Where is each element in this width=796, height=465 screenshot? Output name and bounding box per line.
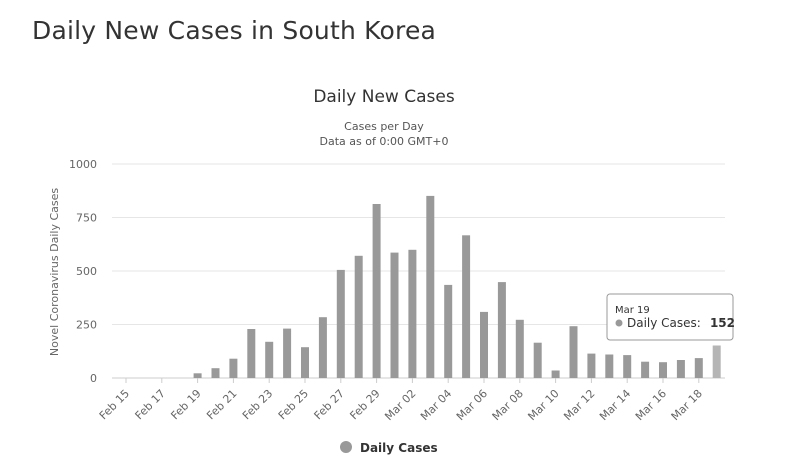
x-tick-label: Feb 27 bbox=[312, 387, 347, 422]
x-tick-label: Mar 12 bbox=[561, 387, 597, 423]
legend-marker bbox=[340, 441, 352, 453]
bar[interactable] bbox=[497, 282, 506, 378]
bar[interactable] bbox=[712, 345, 721, 379]
bar[interactable] bbox=[676, 360, 685, 378]
bar[interactable] bbox=[229, 358, 238, 378]
legend[interactable]: Daily Cases bbox=[340, 441, 438, 455]
bar[interactable] bbox=[247, 329, 256, 378]
bar[interactable] bbox=[462, 235, 471, 378]
x-axis-ticks: Feb 15 Feb 17 Feb 19 Feb 21 Feb 23 Feb 25 Feb … bbox=[97, 378, 705, 423]
bar[interactable] bbox=[515, 319, 524, 378]
chart-subtitle-2: Data as of 0:00 GMT+0 bbox=[320, 135, 449, 148]
y-axis-label: Novel Coronavirus Daily Cases bbox=[48, 188, 61, 356]
y-tick-label: 750 bbox=[76, 212, 97, 225]
x-tick-label: Feb 29 bbox=[347, 387, 382, 422]
bar[interactable] bbox=[623, 355, 632, 378]
x-tick-label: Mar 04 bbox=[418, 387, 454, 423]
legend-label[interactable]: Daily Cases bbox=[360, 441, 438, 455]
chart-title: Daily New Cases bbox=[313, 87, 455, 107]
tooltip-label: Daily Cases: bbox=[627, 316, 701, 330]
bar[interactable] bbox=[551, 370, 560, 379]
tooltip: Mar 19 Daily Cases: 152 bbox=[606, 293, 735, 341]
bar[interactable] bbox=[211, 368, 220, 378]
bar[interactable] bbox=[659, 362, 667, 378]
tooltip-marker bbox=[615, 319, 623, 327]
bars bbox=[193, 195, 721, 379]
tooltip-date: Mar 19 bbox=[615, 305, 650, 316]
x-tick-label: Feb 15 bbox=[97, 387, 132, 422]
x-tick-label: Mar 02 bbox=[382, 387, 418, 423]
x-tick-label: Feb 17 bbox=[133, 387, 168, 422]
bar[interactable] bbox=[605, 354, 614, 379]
bar[interactable] bbox=[426, 195, 435, 378]
bar[interactable] bbox=[372, 204, 381, 378]
page-title: Daily New Cases in South Korea bbox=[32, 16, 437, 45]
bar[interactable] bbox=[569, 326, 578, 378]
x-tick-label: Mar 08 bbox=[490, 387, 526, 423]
bar[interactable] bbox=[283, 328, 292, 378]
tooltip-value: 152 bbox=[710, 316, 735, 330]
bar[interactable] bbox=[354, 255, 363, 378]
y-tick-label: 0 bbox=[90, 372, 97, 385]
bar[interactable] bbox=[587, 353, 596, 378]
x-tick-label: Mar 16 bbox=[633, 387, 669, 423]
bar[interactable] bbox=[694, 358, 703, 378]
bar[interactable] bbox=[336, 269, 345, 378]
x-tick-label: Feb 25 bbox=[276, 387, 311, 422]
x-tick-label: Feb 19 bbox=[168, 387, 203, 422]
bar[interactable] bbox=[408, 249, 417, 378]
y-axis-ticks: 0 250 500 750 1000 bbox=[69, 158, 97, 385]
y-tick-label: 1000 bbox=[69, 158, 97, 171]
bar[interactable] bbox=[641, 361, 650, 378]
gridlines bbox=[112, 163, 725, 379]
bar[interactable] bbox=[444, 284, 453, 378]
x-tick-label: Mar 14 bbox=[597, 387, 633, 423]
tooltip-text: Daily Cases: 152 bbox=[627, 312, 735, 331]
chart-subtitle: Cases per Day bbox=[344, 120, 424, 133]
x-tick-label: Mar 06 bbox=[454, 387, 490, 423]
bar[interactable] bbox=[480, 311, 488, 378]
x-tick-label: Mar 10 bbox=[525, 387, 561, 423]
y-tick-label: 500 bbox=[76, 265, 97, 278]
bar[interactable] bbox=[193, 373, 202, 378]
y-tick-label: 250 bbox=[76, 319, 97, 332]
x-tick-label: Feb 21 bbox=[204, 387, 239, 422]
bar[interactable] bbox=[318, 317, 327, 378]
x-tick-label: Feb 23 bbox=[240, 387, 275, 422]
bar[interactable] bbox=[390, 252, 399, 378]
bar[interactable] bbox=[533, 342, 542, 378]
bar[interactable] bbox=[301, 347, 309, 378]
bar[interactable] bbox=[265, 341, 274, 378]
x-tick-label: Mar 18 bbox=[669, 387, 705, 423]
tooltip-box bbox=[606, 293, 734, 341]
